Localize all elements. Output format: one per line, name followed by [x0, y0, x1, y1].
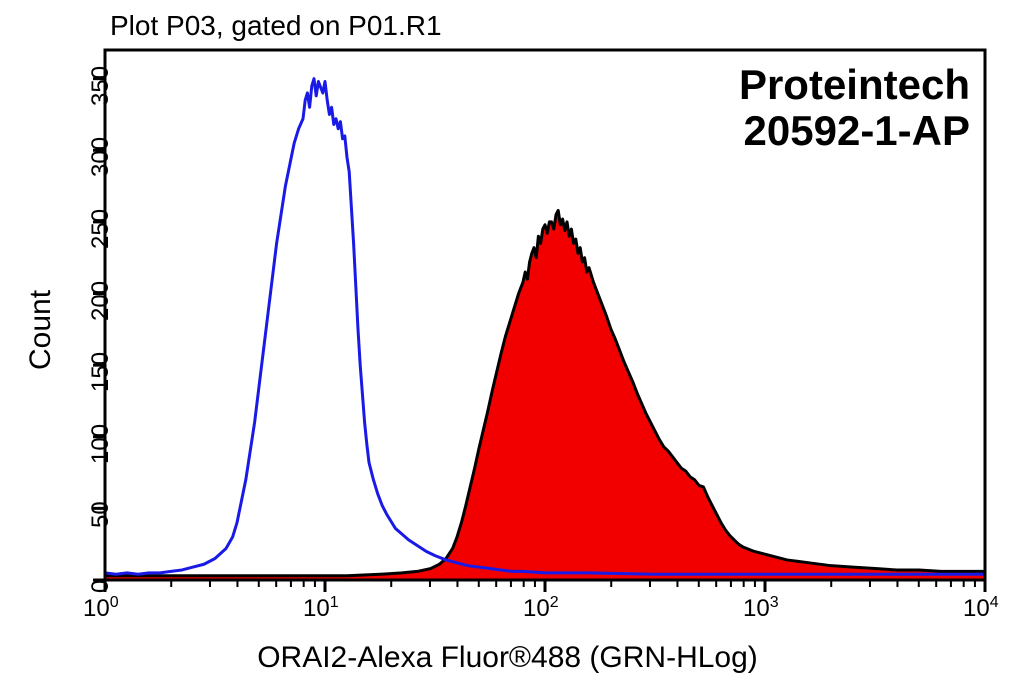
x-tick-label: 103	[743, 594, 779, 623]
x-tick-label: 102	[523, 594, 559, 623]
plot-title: Plot P03, gated on P01.R1	[110, 10, 442, 42]
chart-container: Plot P03, gated on P01.R1 Count ORAI2-Al…	[0, 0, 1015, 683]
y-tick-label: 150	[87, 352, 115, 392]
x-tick-label: 100	[83, 594, 119, 623]
y-tick-label: 300	[87, 137, 115, 177]
x-axis-label: ORAI2-Alexa Fluor®488 (GRN-HLog)	[0, 641, 1015, 675]
y-axis-label: Count	[24, 290, 58, 370]
y-tick-label: 50	[87, 502, 115, 529]
annotation-line2: 20592-1-AP	[739, 108, 970, 154]
y-tick-label: 100	[87, 424, 115, 464]
annotation-line1: Proteintech	[739, 62, 970, 108]
y-tick-label: 250	[87, 209, 115, 249]
y-tick-label: 350	[87, 66, 115, 106]
x-tick-label: 104	[963, 594, 999, 623]
y-tick-label: 200	[87, 280, 115, 320]
y-tick-label: 0	[87, 580, 115, 593]
annotation-box: Proteintech 20592-1-AP	[739, 62, 970, 154]
x-tick-label: 101	[303, 594, 339, 623]
